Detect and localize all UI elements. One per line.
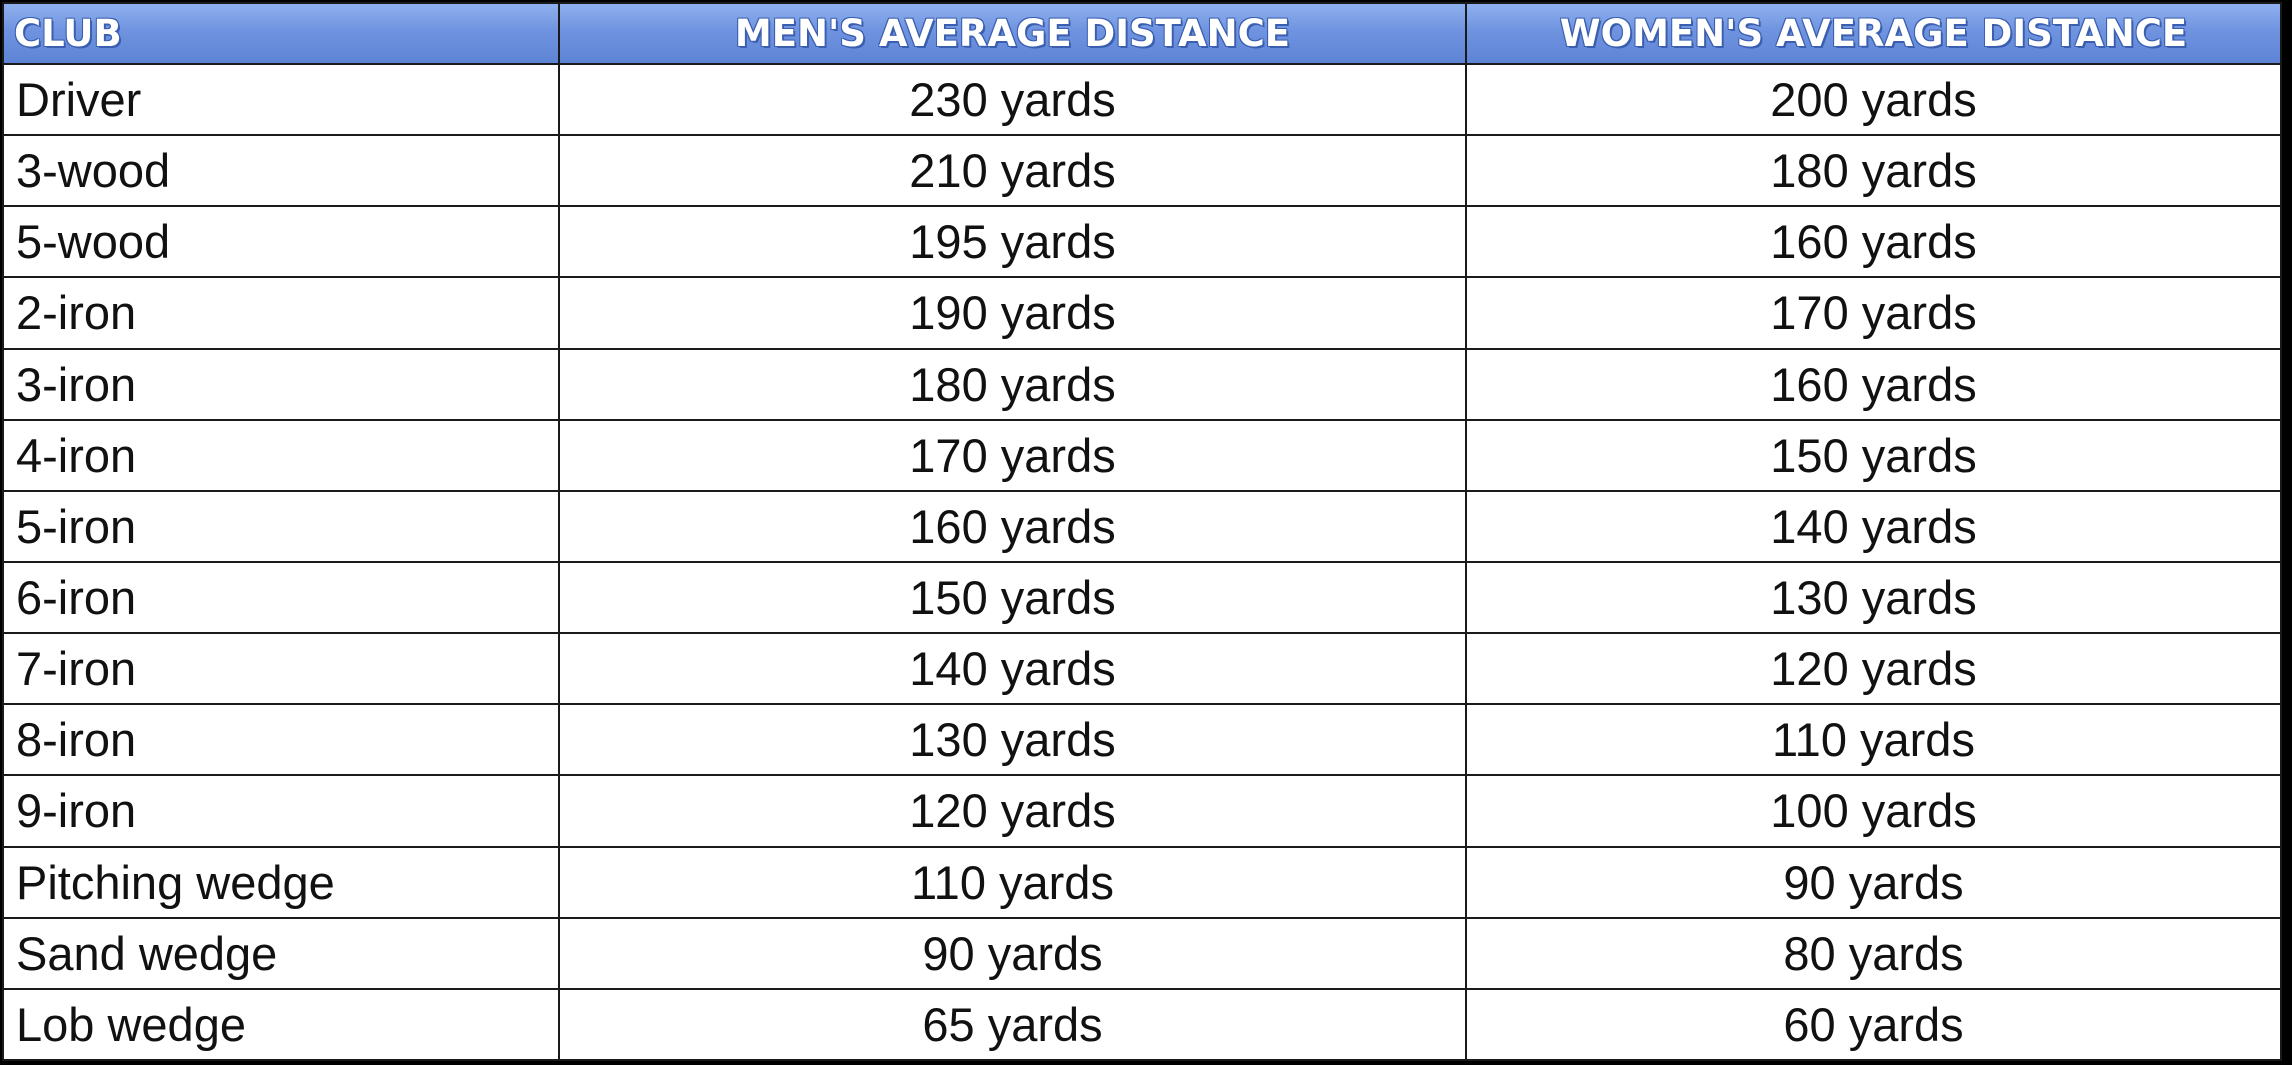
table-row: 7-iron 140 yards 120 yards [2, 632, 2282, 706]
column-header-women: WOMEN'S AVERAGE DISTANCE [1465, 2, 2282, 65]
women-distance-cell: 200 yards [1465, 62, 2282, 137]
women-distance-cell: 180 yards [1465, 134, 2282, 208]
men-distance-cell: 210 yards [558, 134, 1467, 208]
women-distance-cell: 150 yards [1465, 418, 2282, 492]
club-cell: 8-iron [2, 703, 560, 777]
club-cell: 5-iron [2, 489, 560, 563]
club-cell: 6-iron [2, 560, 560, 635]
men-distance-cell: 150 yards [558, 560, 1467, 635]
women-distance-cell: 130 yards [1465, 560, 2282, 635]
club-cell: 3-iron [2, 347, 560, 421]
table-row: 8-iron 130 yards 110 yards [2, 703, 2282, 777]
men-distance-cell: 120 yards [558, 774, 1467, 848]
women-distance-cell: 140 yards [1465, 489, 2282, 563]
women-distance-cell: 100 yards [1465, 774, 2282, 848]
club-cell: 4-iron [2, 418, 560, 492]
table-row: Pitching wedge 110 yards 90 yards [2, 845, 2282, 919]
club-cell: 9-iron [2, 774, 560, 848]
men-distance-cell: 180 yards [558, 347, 1467, 421]
club-cell: 2-iron [2, 276, 560, 350]
club-cell: Lob wedge [2, 987, 560, 1062]
women-distance-cell: 160 yards [1465, 347, 2282, 421]
women-distance-cell: 60 yards [1465, 987, 2282, 1062]
women-distance-cell: 170 yards [1465, 276, 2282, 350]
club-cell: Driver [2, 62, 560, 137]
table-row: 4-iron 170 yards 150 yards [2, 418, 2282, 492]
women-distance-cell: 120 yards [1465, 632, 2282, 706]
table-row: 3-wood 210 yards 180 yards [2, 134, 2282, 208]
club-cell: 7-iron [2, 632, 560, 706]
table-row: Lob wedge 65 yards 60 yards [2, 987, 2282, 1062]
men-distance-cell: 160 yards [558, 489, 1467, 563]
club-cell: Pitching wedge [2, 845, 560, 919]
men-distance-cell: 190 yards [558, 276, 1467, 350]
column-header-men: MEN'S AVERAGE DISTANCE [558, 2, 1467, 65]
club-cell: Sand wedge [2, 916, 560, 990]
table-row: 9-iron 120 yards 100 yards [2, 774, 2282, 848]
women-distance-cell: 90 yards [1465, 845, 2282, 919]
men-distance-cell: 110 yards [558, 845, 1467, 919]
men-distance-cell: 170 yards [558, 418, 1467, 492]
table-row: 2-iron 190 yards 170 yards [2, 276, 2282, 350]
table-row: 6-iron 150 yards 130 yards [2, 560, 2282, 635]
table-row: 3-iron 180 yards 160 yards [2, 347, 2282, 421]
men-distance-cell: 90 yards [558, 916, 1467, 990]
men-distance-cell: 195 yards [558, 205, 1467, 279]
women-distance-cell: 110 yards [1465, 703, 2282, 777]
women-distance-cell: 160 yards [1465, 205, 2282, 279]
table-row: 5-iron 160 yards 140 yards [2, 489, 2282, 563]
men-distance-cell: 230 yards [558, 62, 1467, 137]
column-header-club: CLUB [2, 2, 560, 65]
table-row: Sand wedge 90 yards 80 yards [2, 916, 2282, 990]
table-row: Driver 230 yards 200 yards [2, 62, 2282, 137]
header-row: CLUB MEN'S AVERAGE DISTANCE WOMEN'S AVER… [2, 2, 2282, 65]
men-distance-cell: 130 yards [558, 703, 1467, 777]
club-cell: 5-wood [2, 205, 560, 279]
table-row: 5-wood 195 yards 160 yards [2, 205, 2282, 279]
club-cell: 3-wood [2, 134, 560, 208]
women-distance-cell: 80 yards [1465, 916, 2282, 990]
men-distance-cell: 65 yards [558, 987, 1467, 1062]
men-distance-cell: 140 yards [558, 632, 1467, 706]
